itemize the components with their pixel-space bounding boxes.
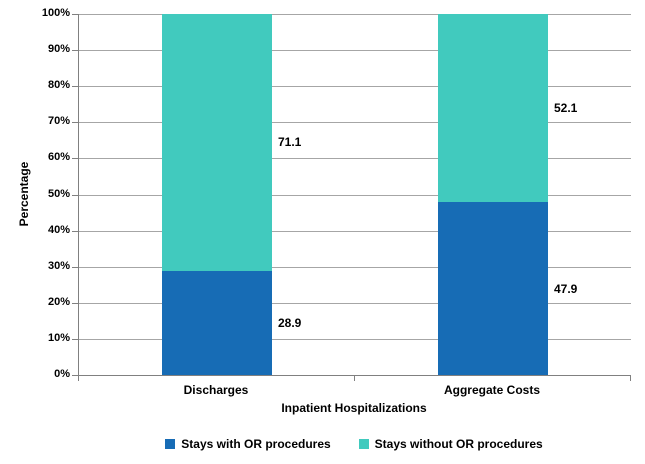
gridline <box>79 231 631 232</box>
y-tick-label: 100% <box>41 7 70 19</box>
y-axis-tick <box>72 267 78 268</box>
legend: Stays with OR procedures Stays without OR… <box>78 437 630 451</box>
y-axis-tick <box>72 122 78 123</box>
y-tick-label: 50% <box>47 188 70 200</box>
gridline <box>79 267 631 268</box>
gridline <box>79 195 631 196</box>
category-label: Discharges <box>183 383 249 397</box>
x-axis-tick <box>354 376 355 381</box>
gridline <box>79 158 631 159</box>
y-tick-label: 60% <box>47 151 70 163</box>
y-tick-label: 80% <box>47 79 70 91</box>
y-axis-tick <box>72 50 78 51</box>
x-axis-tick <box>78 376 79 381</box>
legend-item: Stays without OR procedures <box>358 437 543 451</box>
gridline <box>79 303 631 304</box>
gridline <box>79 122 631 123</box>
bar-segment <box>162 271 272 375</box>
y-axis-tick <box>72 14 78 15</box>
y-axis-tick <box>72 158 78 159</box>
value-label: 47.9 <box>554 282 578 296</box>
gridline <box>79 86 631 87</box>
legend-swatch <box>165 439 176 449</box>
x-axis-tick <box>630 376 631 381</box>
value-label: 28.9 <box>278 316 302 330</box>
y-tick-label: 30% <box>47 260 70 272</box>
y-axis-tick <box>72 86 78 87</box>
y-tick-label: 10% <box>47 332 70 344</box>
y-axis-tick <box>72 339 78 340</box>
gridline <box>79 339 631 340</box>
bar-segment <box>162 14 272 271</box>
legend-swatch <box>358 439 369 449</box>
value-label: 71.1 <box>278 135 302 149</box>
gridline <box>79 50 631 51</box>
y-axis-tick <box>72 231 78 232</box>
value-label: 52.1 <box>554 101 578 115</box>
legend-item: Stays with OR procedures <box>165 437 331 451</box>
y-axis-tick <box>72 303 78 304</box>
y-axis-tick <box>72 375 78 376</box>
plot-area: 28.9 47.9 71.1 52.1 <box>78 14 631 376</box>
y-axis-tick <box>72 195 78 196</box>
legend-label: Stays with OR procedures <box>181 437 331 451</box>
bar-segment <box>438 202 548 375</box>
y-tick-label: 0% <box>54 368 70 380</box>
category-label: Aggregate Costs <box>443 383 541 397</box>
legend-label: Stays without OR procedures <box>374 437 543 451</box>
y-tick-label: 70% <box>47 115 70 127</box>
gridline <box>79 14 631 15</box>
x-axis-title: Inpatient Hospitalizations <box>281 401 427 415</box>
y-tick-label: 20% <box>47 296 70 308</box>
y-tick-label: 90% <box>47 43 70 55</box>
bar-segment <box>438 14 548 202</box>
y-tick-label: 40% <box>47 224 70 236</box>
